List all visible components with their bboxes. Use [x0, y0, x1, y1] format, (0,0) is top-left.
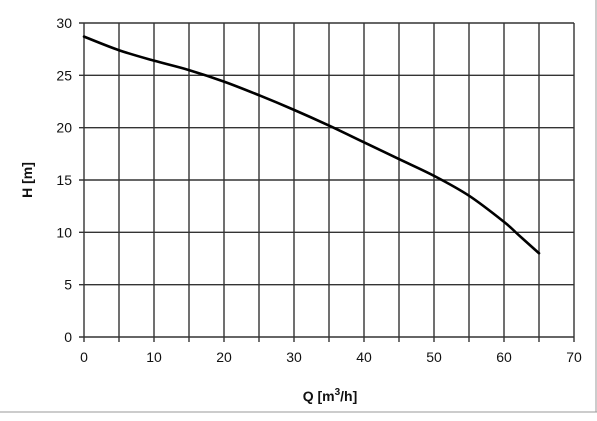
tick-labels: 0 10 20 30 40 50 60 70 0 5 10 15 20 25 30 [56, 15, 582, 365]
series-layer [82, 35, 541, 255]
y-tick-label: 25 [56, 67, 72, 83]
axis-titles: Q [m3/h] H [m] [19, 162, 357, 404]
y-axis-title: H [m] [19, 162, 35, 198]
x-axis-title: Q [m3/h] [303, 387, 358, 404]
gridlines [79, 22, 575, 342]
y-tick-label: 10 [56, 224, 72, 240]
x-tick-label: 40 [356, 349, 372, 365]
x-tick-label: 70 [566, 349, 582, 365]
x-tick-label: 50 [426, 349, 442, 365]
y-tick-label: 5 [64, 277, 72, 293]
x-tick-label: 20 [216, 349, 232, 365]
x-tick-label: 0 [80, 349, 88, 365]
y-tick-label: 0 [64, 329, 72, 345]
x-tick-label: 30 [286, 349, 302, 365]
x-tick-label: 60 [496, 349, 512, 365]
y-tick-label: 30 [56, 15, 72, 31]
y-tick-label: 15 [56, 172, 72, 188]
x-tick-label: 10 [146, 349, 162, 365]
y-tick-label: 20 [56, 120, 72, 136]
pump-curve-line [82, 35, 541, 255]
